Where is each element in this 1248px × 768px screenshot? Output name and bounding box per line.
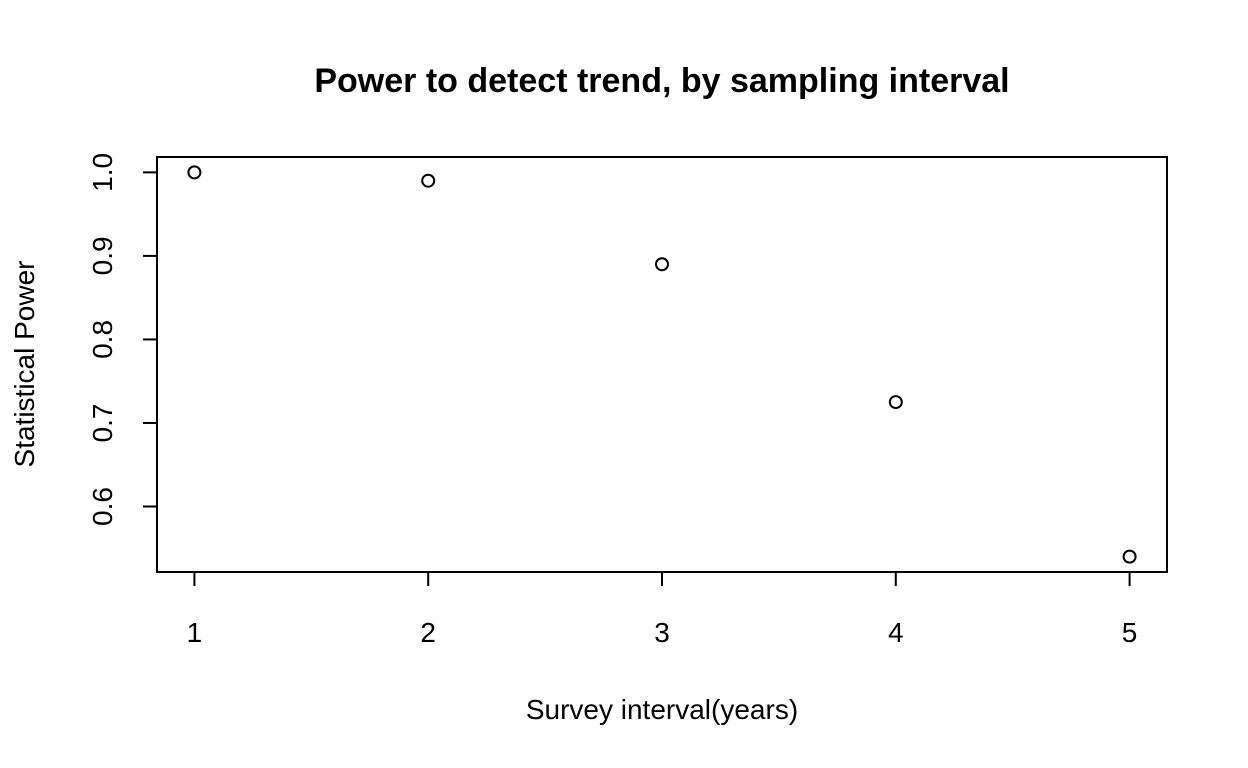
data-point-4 (888, 395, 903, 410)
chart-title: Power to detect trend, by sampling inter… (314, 62, 1009, 100)
y-tick-label-0.6: 0.6 (87, 487, 118, 526)
plot-frame (156, 156, 1168, 573)
data-points (187, 165, 1137, 564)
x-axis: 1 2 3 4 5 (187, 572, 1138, 648)
y-tick-label-0.9: 0.9 (87, 236, 118, 275)
x-axis-label: Survey interval(years) (526, 694, 798, 725)
data-point-5 (1122, 549, 1137, 564)
y-axis: 0.6 0.7 0.8 0.9 1.0 (87, 153, 157, 526)
x-tick-label-5: 5 (1122, 617, 1138, 648)
y-axis-label: Statistical Power (9, 261, 40, 468)
y-tick-label-0.8: 0.8 (87, 320, 118, 359)
y-tick-label-1.0: 1.0 (87, 153, 118, 192)
data-point-1 (187, 165, 202, 180)
x-tick-label-3: 3 (654, 617, 670, 648)
data-point-2 (421, 173, 436, 188)
data-point-3 (655, 257, 669, 272)
x-tick-label-4: 4 (888, 617, 904, 648)
x-tick-label-1: 1 (187, 617, 203, 648)
x-tick-label-2: 2 (420, 617, 436, 648)
y-tick-label-0.7: 0.7 (87, 404, 118, 443)
